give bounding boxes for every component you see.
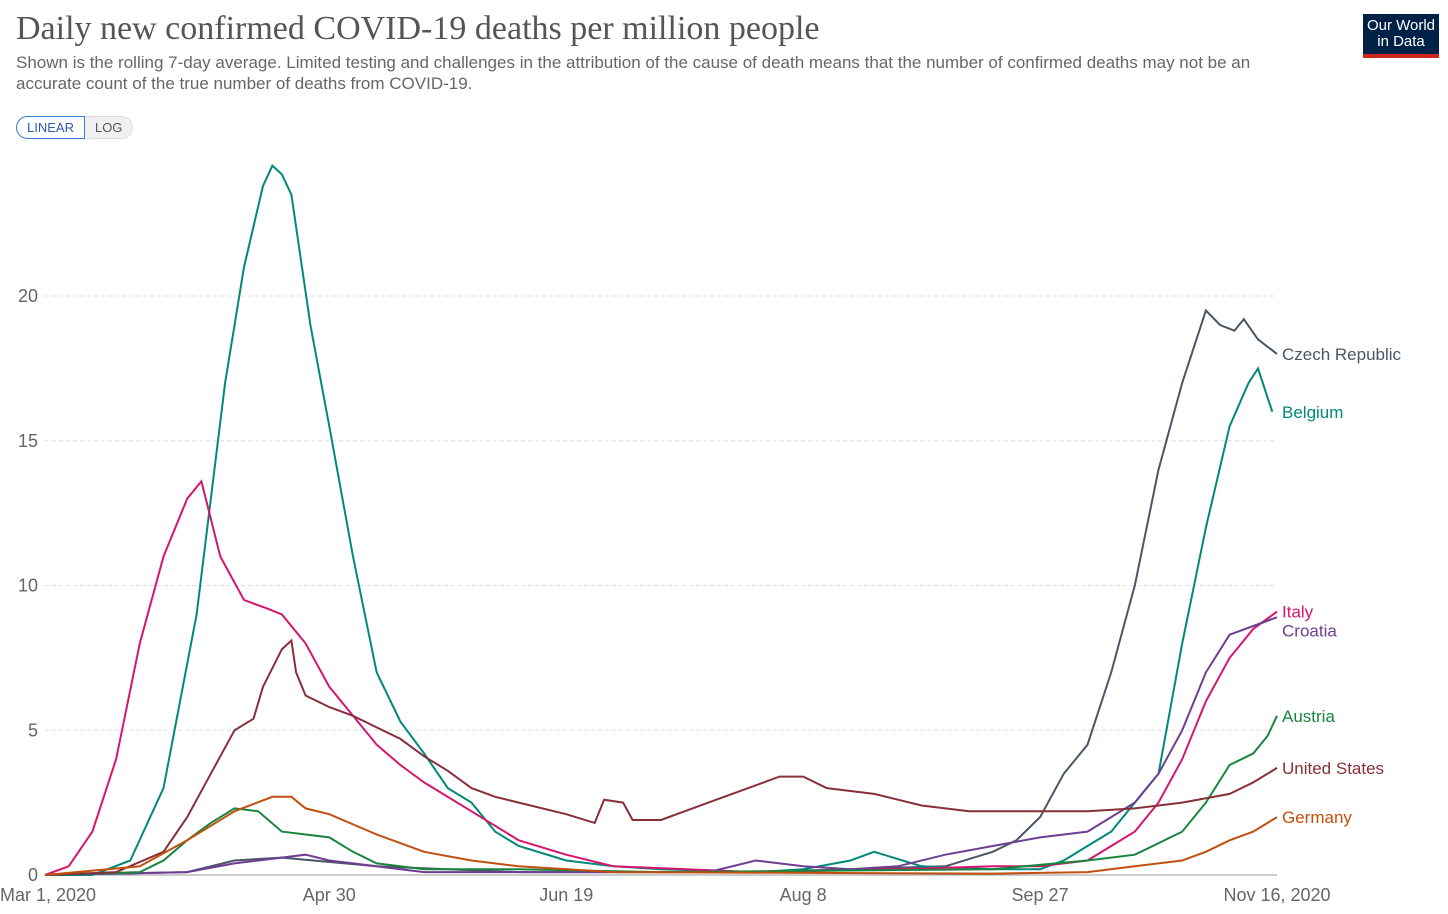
x-tick-label: Aug 8	[780, 885, 827, 905]
owid-logo[interactable]: Our World in Data	[1363, 14, 1439, 58]
y-tick-label: 0	[28, 865, 38, 885]
series-line-germany	[44, 795, 1278, 876]
y-tick-label: 10	[18, 576, 38, 596]
series-label: Czech Republic	[1282, 345, 1402, 364]
series-label: Austria	[1282, 707, 1335, 726]
linear-scale-button[interactable]: LINEAR	[16, 116, 85, 139]
series-line-italy	[44, 479, 1278, 876]
series-line-united-states	[44, 638, 1278, 876]
series-label: Germany	[1282, 808, 1352, 827]
series-line-austria	[44, 715, 1278, 876]
y-tick-label: 15	[18, 431, 38, 451]
log-scale-button[interactable]: LOG	[84, 116, 134, 139]
series-label: Belgium	[1282, 403, 1343, 422]
series-label: Italy	[1282, 603, 1314, 622]
series-label: Croatia	[1282, 622, 1337, 641]
series-line-czech-republic	[44, 308, 1278, 876]
series-line-croatia	[44, 616, 1278, 876]
x-tick-label: Nov 16, 2020	[1223, 885, 1330, 905]
x-tick-label: Sep 27	[1012, 885, 1069, 905]
chart-title: Daily new confirmed COVID-19 deaths per …	[16, 10, 820, 47]
x-tick-label: Mar 1, 2020	[0, 885, 96, 905]
scale-toggle: LINEAR LOG	[16, 116, 134, 139]
y-tick-label: 5	[28, 720, 38, 740]
x-tick-label: Jun 19	[539, 885, 593, 905]
x-tick-label: Apr 30	[303, 885, 356, 905]
series-line-belgium	[45, 164, 1274, 876]
series-label: United States	[1282, 759, 1384, 778]
y-tick-label: 20	[18, 286, 38, 306]
chart-subtitle: Shown is the rolling 7-day average. Limi…	[16, 53, 1251, 93]
